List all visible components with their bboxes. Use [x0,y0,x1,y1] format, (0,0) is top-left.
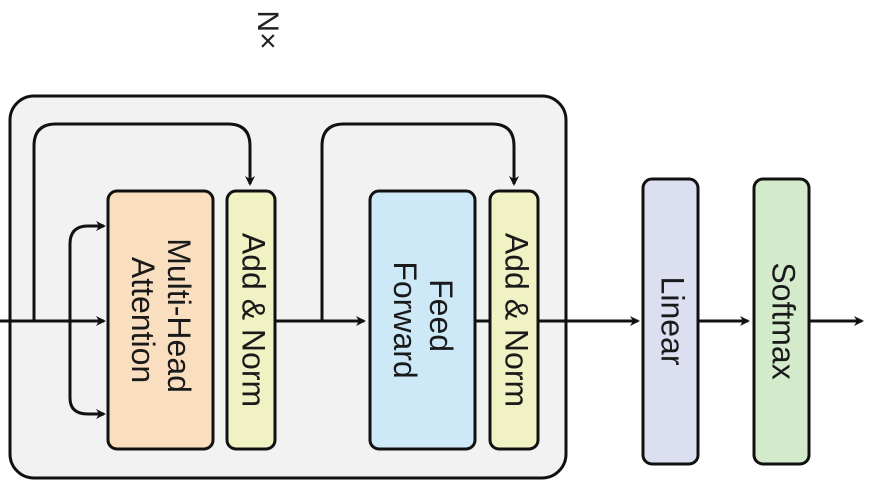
add-norm-label-2: Add & Norm [499,233,535,407]
residual-connection-1 [32,122,255,321]
feed-forward-block: Feed Forward [368,189,477,451]
softmax-block: Softmax [752,177,811,466]
residual-connection-2 [320,122,519,321]
add-norm-label-1: Add & Norm [236,233,272,407]
add-norm-block-2: Add & Norm [488,189,540,451]
attention-branch-connector [68,221,106,321]
repeat-label: N× [251,10,284,49]
softmax-box [752,177,811,466]
multi-head-attention-label: Multi-Head Attention [125,238,197,402]
multi-head-attention-block: Multi-Head Attention [106,189,215,451]
softmax-label: Softmax [766,262,802,379]
attention-branch-connector-lower [68,321,106,419]
layer-container [8,94,568,480]
linear-label: Linear [655,277,691,366]
feed-forward-box [368,189,477,451]
attention-line-1: Multi-Head [161,238,197,393]
multi-head-attention-box [106,189,215,451]
add-norm-block-1: Add & Norm [225,189,277,451]
linear-block: Linear [641,177,700,466]
feed-forward-line-2: Forward [387,261,423,378]
linear-box [641,177,700,466]
add-norm-box-2 [488,189,540,451]
add-norm-box-1 [225,189,277,451]
attention-line-2: Attention [125,257,161,383]
feed-forward-line-1: Feed [423,279,459,352]
feed-forward-label: Feed Forward [387,261,459,378]
